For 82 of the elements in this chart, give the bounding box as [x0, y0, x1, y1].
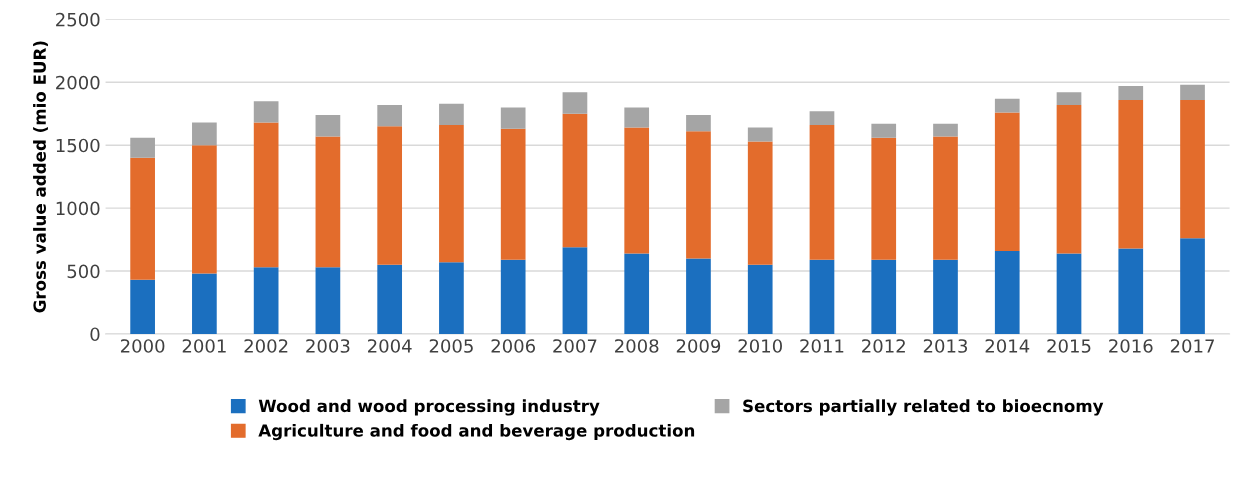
bar — [1180, 84, 1205, 100]
x-tick-label: 2005 — [429, 339, 473, 353]
bar — [933, 123, 958, 137]
legend-label: Sectors partially related to bioecnomy — [743, 399, 1104, 416]
x-tick-label: 2002 — [244, 339, 288, 353]
y-tick-label: 1000 — [56, 201, 100, 216]
x-tick-label: 2001 — [182, 339, 226, 353]
bar — [253, 267, 279, 334]
bar — [253, 122, 279, 268]
x-tick-label: 2010 — [738, 339, 782, 353]
x-tick-label: 2003 — [306, 339, 350, 353]
bar — [192, 145, 217, 274]
bar — [1118, 248, 1144, 334]
bar — [130, 157, 155, 280]
x-tick-label: 2013 — [923, 339, 968, 353]
bar — [933, 259, 958, 334]
bar — [809, 111, 835, 126]
bar — [315, 136, 341, 268]
bar — [1056, 92, 1082, 105]
bar — [562, 113, 588, 248]
bar — [439, 262, 464, 334]
bar — [377, 126, 403, 265]
bar — [1056, 253, 1082, 334]
y-tick-label: 500 — [67, 264, 100, 279]
bar — [1180, 238, 1205, 334]
y-tick-label: 2000 — [56, 75, 100, 90]
x-tick-label: 2009 — [676, 339, 721, 353]
x-tick-label: 2016 — [1109, 339, 1153, 353]
bar — [500, 259, 526, 334]
legend-label: Agriculture and food and beverage production — [258, 423, 695, 441]
x-tick-label: 2011 — [800, 339, 844, 353]
bar — [253, 101, 279, 123]
bar — [871, 259, 897, 334]
bar — [871, 123, 897, 138]
bar — [130, 279, 155, 334]
bar — [994, 98, 1020, 113]
bar — [1118, 86, 1144, 100]
x-tick-label: 2015 — [1047, 339, 1091, 353]
bar — [377, 104, 403, 127]
bar — [315, 267, 341, 334]
x-tick-label: 2004 — [368, 339, 412, 353]
bar — [500, 128, 526, 260]
y-axis-title: Gross value added (mio EUR) — [33, 41, 48, 313]
bar — [439, 103, 464, 126]
bar — [686, 131, 711, 259]
bar — [994, 112, 1020, 251]
bar — [809, 259, 835, 334]
x-tick-label: 2008 — [615, 339, 659, 353]
x-tick-label: 2007 — [553, 339, 597, 353]
bar — [747, 127, 773, 142]
x-tick-label: 2017 — [1170, 339, 1214, 353]
legend-label: Wood and wood processing industry — [258, 399, 600, 416]
bar — [747, 141, 773, 265]
bar — [315, 115, 341, 137]
bar — [192, 122, 217, 146]
bar — [439, 125, 464, 263]
bar — [624, 127, 650, 254]
bar — [562, 247, 588, 334]
bar — [192, 273, 217, 334]
bar — [130, 137, 155, 158]
bar — [1180, 99, 1205, 239]
bar — [686, 115, 711, 132]
bar — [994, 250, 1020, 334]
bar — [624, 107, 650, 128]
bar — [562, 92, 588, 114]
bar — [1118, 99, 1144, 249]
y-tick-label: 0 — [90, 327, 100, 342]
y-tick-label: 2500 — [56, 12, 100, 27]
bar — [624, 253, 650, 334]
bar — [933, 136, 958, 260]
bar — [686, 258, 711, 334]
x-tick-label: 2000 — [120, 339, 165, 353]
y-tick-label: 1500 — [56, 138, 100, 153]
bar — [809, 125, 835, 260]
x-tick-label: 2014 — [985, 339, 1030, 353]
bar — [500, 107, 526, 129]
bar — [377, 264, 403, 334]
bar — [1056, 104, 1082, 254]
bar — [747, 264, 773, 334]
x-tick-label: 2006 — [491, 339, 536, 353]
bar — [871, 137, 897, 260]
x-tick-label: 2012 — [862, 339, 905, 353]
